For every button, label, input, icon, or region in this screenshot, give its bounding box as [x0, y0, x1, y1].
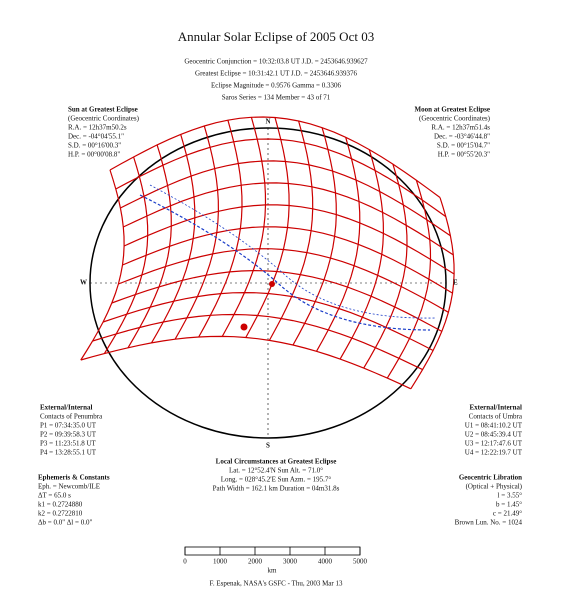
- scale-label: 2000: [248, 558, 263, 566]
- panel-line: k1 = 0.2724880: [38, 501, 83, 509]
- panel-line: P3 = 11:23:51.8 UT: [40, 440, 97, 448]
- scale-label: 4000: [318, 558, 333, 566]
- scale-label: 1000: [213, 558, 228, 566]
- globe: [80, 116, 455, 439]
- panel-title: Sun at Greatest Eclipse: [68, 106, 138, 114]
- panel-line: P1 = 07:34:35.0 UT: [40, 422, 97, 430]
- panel-line: ΔT = 65.0 s: [38, 492, 71, 500]
- panel-line: R.A. = 12h37m51.4s: [431, 124, 490, 132]
- penumbra-grid: [118, 248, 449, 313]
- panel-title: Geocentric Libration: [459, 474, 522, 482]
- sub-solar-point: [240, 323, 248, 331]
- panel-subtitle: Contacts of Umbra: [469, 413, 523, 421]
- scale-unit: km: [268, 567, 278, 575]
- panel-title: Local Circumstances at Greatest Eclipse: [216, 458, 337, 466]
- panel-line: Eph. = Newcomb/ILE: [38, 483, 100, 491]
- panel-title: Moon at Greatest Eclipse: [415, 106, 491, 114]
- scale-label: 5000: [353, 558, 368, 566]
- penumbra-grid: [111, 269, 443, 332]
- scale-label: 3000: [283, 558, 298, 566]
- panel-line: P2 = 09:39:58.3 UT: [40, 431, 97, 439]
- panel-line: S.D. = 00°16'00.3": [68, 142, 121, 150]
- panel-line: H.P. = 00°55'20.3": [438, 151, 490, 159]
- panel-line: c = 21.49°: [493, 510, 522, 518]
- penumbra-grid: [123, 182, 454, 256]
- header-line: Geocentric Conjunction = 10:32:03.8 UT J…: [184, 58, 368, 66]
- header-line: Saros Series = 134 Member = 43 of 71: [222, 94, 331, 102]
- header-line: Eclipse Magnitude = 0.9576 Gamma = 0.330…: [211, 82, 341, 90]
- panel-subtitle: Contacts of Penumbra: [40, 413, 103, 421]
- header-line: Greatest Eclipse = 10:31:42.1 UT J.D. = …: [195, 70, 357, 78]
- title: Annular Solar Eclipse of 2005 Oct 03: [178, 29, 374, 44]
- panel-subtitle: (Geocentric Coordinates): [419, 115, 491, 123]
- compass-north: N: [265, 118, 270, 126]
- panel-title: External/Internal: [40, 404, 93, 412]
- panel-line: P4 = 13:28:55.1 UT: [40, 449, 97, 457]
- panel-subtitle: (Optical + Physical): [466, 483, 523, 491]
- panel-line: S.D. = 00°15'04.7": [437, 142, 490, 150]
- panel-line: k2 = 0.2722810: [38, 510, 83, 518]
- panel-line: Brown Lun. No. = 1024: [455, 519, 523, 527]
- panel-line: Lat. = 12°52.4'N Sun Alt. = 71.0°: [229, 467, 323, 475]
- panel-line: b = 1.45°: [496, 501, 522, 509]
- penumbra-grid: [80, 335, 412, 390]
- panel-line: Path Width = 162.1 km Duration = 04m31.8…: [213, 485, 340, 493]
- panel-line: l = 3.55°: [498, 492, 523, 500]
- penumbra-grid: [109, 116, 441, 198]
- penumbra-grid: [115, 138, 447, 218]
- greatest-eclipse-point: [269, 281, 275, 287]
- panel-line: U1 = 08:41:10.2 UT: [465, 422, 523, 430]
- panel-title: Ephemeris & Constants: [38, 474, 110, 482]
- panel-line: U4 = 12:22:19.7 UT: [465, 449, 523, 457]
- footer: F. Espenak, NASA's GSFC - Thu, 2003 Mar …: [210, 580, 343, 588]
- penumbra-grid: [123, 204, 455, 275]
- panel-line: Dec. = -04°04'55.1": [68, 133, 124, 141]
- penumbra-grid: [120, 160, 451, 237]
- compass-east: E: [453, 279, 458, 287]
- scale-label: 0: [183, 558, 187, 566]
- panel-line: U2 = 08:45:39.4 UT: [465, 431, 523, 439]
- panel-line: R.A. = 12h37m50.2s: [68, 124, 127, 132]
- panel-line: U3 = 12:17:47.6 UT: [465, 440, 523, 448]
- panel-subtitle: (Geocentric Coordinates): [68, 115, 140, 123]
- panel-line: Dec. = -03°46'44.8": [434, 133, 490, 141]
- penumbra-grid: [92, 313, 423, 371]
- panel-line: Long. = 028°45.2'E Sun Azm. = 195.7°: [221, 476, 332, 484]
- panel-title: External/Internal: [470, 404, 523, 412]
- central-path: [139, 194, 431, 331]
- central-path: [149, 184, 436, 319]
- compass-south: S: [266, 442, 270, 450]
- panel-line: Δb = 0.0" Δl = 0.0": [38, 519, 92, 527]
- panel-line: H.P. = 00°00'08.8": [68, 151, 120, 159]
- compass-west: W: [80, 279, 87, 287]
- penumbra-grid: [122, 226, 453, 294]
- penumbra-grid: [102, 291, 434, 352]
